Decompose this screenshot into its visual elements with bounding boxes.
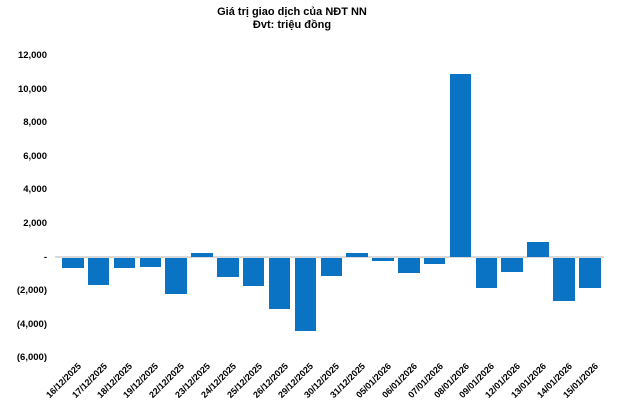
bar-13-01-2026	[527, 242, 549, 258]
bar-31-12-2025	[346, 253, 368, 258]
bar-05-01-2026	[372, 257, 394, 261]
y-axis-tick-label: 8,000	[23, 117, 47, 129]
bar-15-01-2026	[579, 257, 601, 288]
y-axis-tick-label: 10,000	[17, 83, 47, 95]
y-axis-tick-label: (6,000)	[16, 352, 47, 364]
chart-header: Giá trị giao dịch của NĐT NN Đvt: triệu …	[0, 5, 584, 32]
y-axis-tick-label: (4,000)	[16, 318, 47, 330]
y-axis-tick-label: -	[43, 251, 47, 263]
bar-18-12-2025	[113, 257, 136, 268]
bar-19-12-2025	[139, 257, 162, 267]
y-axis-tick-label: 6,000	[23, 150, 47, 162]
y-axis-tick-label: 2,000	[23, 217, 47, 229]
bar-30-12-2025	[320, 257, 342, 276]
bar-07-01-2026	[423, 257, 446, 265]
bar-16-12-2025	[62, 257, 84, 269]
y-axis-tick-label: 4,000	[23, 184, 47, 196]
bar-25-12-2025	[242, 257, 265, 287]
bar-06-01-2026	[398, 257, 420, 274]
zero-axis-line	[55, 255, 604, 258]
bar-14-01-2026	[553, 257, 575, 302]
chart-title: Giá trị giao dịch của NĐT NN	[217, 6, 367, 18]
bar-24-12-2025	[217, 257, 239, 277]
bar-08-01-2026	[449, 73, 472, 258]
bar-23-12-2025	[191, 253, 213, 258]
bar-26-12-2025	[268, 257, 291, 309]
y-axis-tick-label: (2,000)	[16, 285, 47, 297]
bar-29-12-2025	[294, 257, 317, 332]
chart-subtitle: Đvt: triệu đồng	[252, 19, 332, 31]
y-axis-tick-label: 12,000	[17, 49, 47, 61]
bar-12-01-2026	[501, 257, 523, 272]
bar-17-12-2025	[87, 257, 110, 286]
bar-22-12-2025	[165, 257, 187, 294]
bar-09-01-2026	[475, 257, 498, 288]
